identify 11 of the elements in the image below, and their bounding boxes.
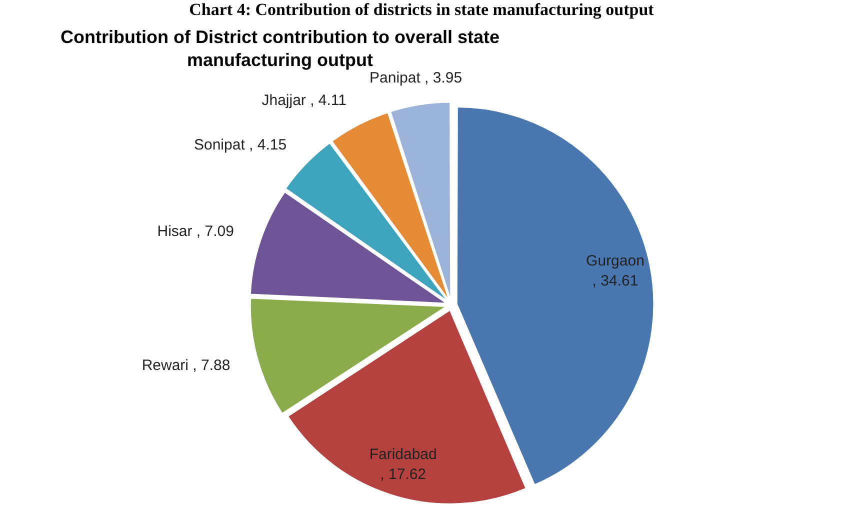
slice-label: Faridabad [369,446,437,464]
slice-label: Gurgaon [586,252,644,270]
slice-label: Panipat , 3.95 [369,69,462,86]
data-label: , 17.62 [380,466,426,484]
data-label: , 34.61 [592,272,638,290]
slice-label: Hisar , 7.09 [157,223,234,240]
slice-label: Jhajjar , 4.11 [262,92,347,110]
chart-title: Contribution of District contribution to overall state manufacturing output [60,26,500,72]
slice-label: Sonipat , 4.15 [194,136,287,154]
slice-label: Rewari , 7.88 [142,356,230,374]
caption: Chart 4: Contribution of districts in state manufacturing output [188,0,655,20]
